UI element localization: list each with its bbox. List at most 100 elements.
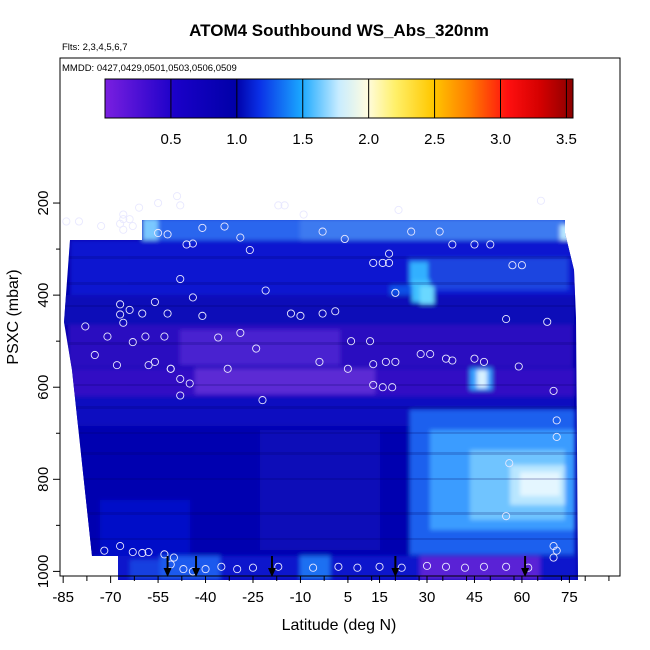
observation-marker (309, 563, 318, 572)
observation-marker (347, 337, 356, 346)
x-tick-label: 30 (419, 589, 436, 606)
observation-marker (369, 380, 378, 389)
observation-marker (397, 563, 406, 572)
x-tick-label: 60 (514, 589, 531, 606)
observation-marker (274, 201, 283, 210)
observation-marker (116, 542, 125, 551)
observation-marker (448, 356, 457, 365)
observation-marker (62, 217, 71, 226)
observation-marker (384, 258, 394, 267)
observation-marker (252, 344, 261, 353)
observation-marker (486, 240, 495, 249)
observation-marker (173, 192, 182, 201)
observation-marker (479, 562, 489, 571)
observation-marker (97, 222, 106, 231)
observation-marker (384, 249, 394, 258)
y-tick-label: 800 (35, 467, 52, 492)
observation-marker (150, 357, 159, 366)
profile-arrow (391, 556, 400, 577)
observation-marker (128, 548, 137, 557)
observation-marker (169, 553, 178, 562)
observation-marker (166, 364, 175, 373)
colorbar-tick-label: 3.0 (490, 131, 511, 148)
y-tick-label: 1000 (35, 555, 52, 588)
observation-marker (248, 563, 258, 572)
observation-marker (245, 245, 254, 255)
observation-marker (517, 261, 526, 270)
colorbar-tick-label: 0.5 (160, 131, 181, 148)
observation-marker (176, 201, 185, 210)
observation-marker (81, 322, 90, 331)
observation-marker (261, 286, 270, 295)
observation-marker (119, 225, 128, 234)
observation-marker (176, 374, 185, 383)
observation-marker (214, 333, 223, 342)
observation-marker (201, 565, 210, 574)
observation-marker (128, 222, 137, 231)
observation-marker (552, 432, 561, 441)
observation-marker (536, 196, 545, 205)
flights-note: Flts: 2,3,4,5,6,7 (62, 42, 127, 53)
chart-title: ATOM4 Southbound WS_Abs_320nm (189, 21, 489, 40)
observation-marker (138, 309, 147, 318)
colorbar-tick-label: 1.5 (292, 131, 313, 148)
observation-marker (375, 562, 384, 571)
observation-marker (391, 357, 400, 366)
observation-marker (176, 274, 185, 284)
observation-marker (426, 350, 435, 359)
observation-marker (470, 354, 479, 363)
x-axis: -85 -70 -55 -40 -25 -10 5 15 30 45 60 75 (52, 576, 610, 606)
observation-marker (394, 205, 403, 214)
x-axis-label: Latitude (deg N) (282, 617, 397, 634)
observation-marker (441, 354, 451, 363)
x-tick-label: -40 (195, 589, 217, 606)
observation-marker (138, 548, 147, 558)
observation-marker (416, 350, 425, 359)
observation-marker (119, 215, 128, 224)
observation-marker (460, 563, 470, 572)
colorbar (104, 78, 574, 119)
observation-marker (502, 315, 511, 324)
observation-marker (274, 562, 283, 571)
observation-marker (470, 240, 479, 249)
x-tick-label: 5 (344, 589, 352, 606)
observation-marker (150, 297, 159, 307)
observation-marker (479, 357, 489, 366)
x-tick-label: -85 (52, 589, 74, 606)
observation-marker (502, 512, 511, 521)
observation-marker (144, 548, 153, 557)
observation-marker (188, 239, 197, 248)
observation-marker (552, 546, 561, 555)
observation-marker (233, 565, 242, 574)
observation-marker (315, 357, 324, 366)
x-tick-label: -10 (290, 589, 312, 606)
profile-arrow (163, 556, 172, 577)
colorbar-tick-label: 3.5 (556, 131, 577, 148)
observation-marker (318, 309, 327, 318)
observation-marker (366, 337, 375, 346)
profile-arrows (163, 556, 530, 577)
observation-marker (163, 309, 172, 318)
observation-marker (299, 210, 308, 219)
observation-marker (217, 562, 226, 571)
observation-marker (280, 201, 289, 210)
observation-marker (258, 396, 267, 405)
observation-marker (236, 233, 245, 242)
observation-marker (505, 459, 514, 468)
observation-marker (163, 230, 172, 239)
observation-marker (552, 416, 561, 425)
observation-marker (549, 386, 558, 395)
y-tick-label: 200 (35, 191, 52, 216)
observation-marker (435, 227, 444, 236)
observation-marker (340, 234, 349, 244)
observation-marker (441, 562, 451, 571)
observation-marker (198, 311, 207, 320)
x-tick-label: 45 (466, 589, 483, 606)
observation-marker (334, 562, 343, 571)
observation-marker (331, 307, 340, 316)
y-tick-label: 400 (35, 283, 52, 308)
y-axis-label: PSXC (mbar) (5, 269, 22, 364)
observation-marker (125, 305, 134, 314)
y-axis: 200 400 600 800 1000 (35, 191, 60, 588)
